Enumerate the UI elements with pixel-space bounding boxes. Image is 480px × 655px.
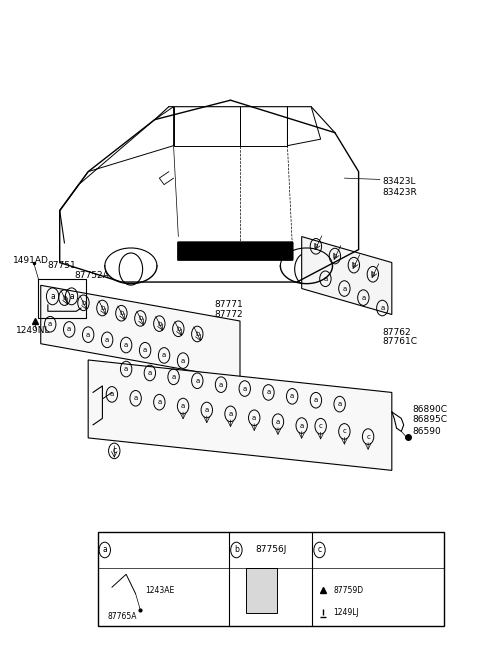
Text: a: a: [50, 292, 55, 301]
Text: a: a: [314, 397, 318, 403]
Text: 87752A: 87752A: [74, 271, 108, 280]
Text: a: a: [380, 305, 384, 311]
Text: a: a: [105, 337, 109, 343]
Text: c: c: [342, 428, 346, 434]
Text: a: a: [181, 358, 185, 364]
Circle shape: [119, 253, 143, 285]
Text: 1249LJ: 1249LJ: [333, 608, 359, 616]
Text: 87772: 87772: [214, 310, 242, 319]
Text: 86895C: 86895C: [412, 415, 447, 424]
Text: a: a: [204, 407, 209, 413]
Text: a: a: [228, 411, 233, 417]
Text: a: a: [276, 419, 280, 424]
Text: b: b: [157, 320, 162, 327]
Text: a: a: [219, 382, 223, 388]
FancyBboxPatch shape: [178, 242, 293, 261]
Text: b: b: [176, 326, 180, 332]
Text: a: a: [102, 546, 107, 555]
Text: b: b: [333, 253, 337, 259]
Text: a: a: [337, 401, 342, 407]
Text: a: a: [171, 374, 176, 380]
Text: a: a: [242, 386, 247, 392]
Text: c: c: [112, 447, 116, 455]
Text: b: b: [138, 316, 143, 322]
Polygon shape: [88, 360, 392, 470]
Text: 83423L: 83423L: [383, 177, 416, 186]
Bar: [97, 532, 444, 626]
Text: 86890C: 86890C: [412, 405, 447, 415]
Text: a: a: [342, 286, 347, 291]
Polygon shape: [41, 286, 240, 379]
Text: a: a: [86, 331, 90, 337]
Text: a: a: [323, 276, 327, 282]
Text: a: a: [124, 342, 128, 348]
Text: 87751: 87751: [48, 261, 76, 271]
Text: a: a: [67, 326, 72, 333]
Text: b: b: [195, 331, 200, 337]
Text: 87771: 87771: [214, 300, 243, 309]
Text: a: a: [110, 392, 114, 398]
Circle shape: [295, 253, 318, 285]
Text: b: b: [371, 271, 375, 277]
Text: a: a: [266, 390, 271, 396]
Text: 87765A: 87765A: [107, 612, 137, 621]
Polygon shape: [301, 236, 392, 314]
Text: a: a: [162, 352, 166, 358]
Text: a: a: [290, 394, 294, 400]
Text: a: a: [148, 370, 152, 376]
Text: a: a: [143, 347, 147, 353]
Text: 83423R: 83423R: [383, 188, 417, 197]
Text: 86590: 86590: [412, 427, 441, 436]
Text: c: c: [319, 423, 323, 429]
Text: 87756J: 87756J: [255, 546, 287, 555]
Text: a: a: [48, 321, 52, 328]
Text: 87759D: 87759D: [333, 586, 363, 595]
Text: a: a: [181, 403, 185, 409]
Text: b: b: [62, 295, 67, 301]
Text: b: b: [234, 546, 239, 555]
Text: a: a: [69, 292, 74, 301]
Text: a: a: [133, 395, 138, 402]
Text: b: b: [81, 300, 85, 306]
Text: 1249NL: 1249NL: [16, 326, 51, 335]
Text: b: b: [119, 310, 123, 316]
Text: 87762: 87762: [383, 328, 411, 337]
Text: b: b: [352, 262, 356, 268]
Text: a: a: [195, 378, 199, 384]
Text: a: a: [252, 415, 256, 421]
Text: c: c: [317, 546, 322, 555]
Text: a: a: [300, 422, 304, 428]
Text: 1491AD: 1491AD: [13, 256, 49, 265]
Text: 1243AE: 1243AE: [145, 586, 174, 595]
Text: b: b: [314, 243, 318, 250]
Text: a: a: [361, 295, 365, 301]
Text: b: b: [100, 305, 105, 311]
Text: 87761C: 87761C: [383, 337, 417, 346]
Bar: [246, 568, 277, 613]
Text: a: a: [124, 366, 128, 372]
Text: c: c: [366, 434, 370, 440]
Text: a: a: [157, 399, 161, 405]
